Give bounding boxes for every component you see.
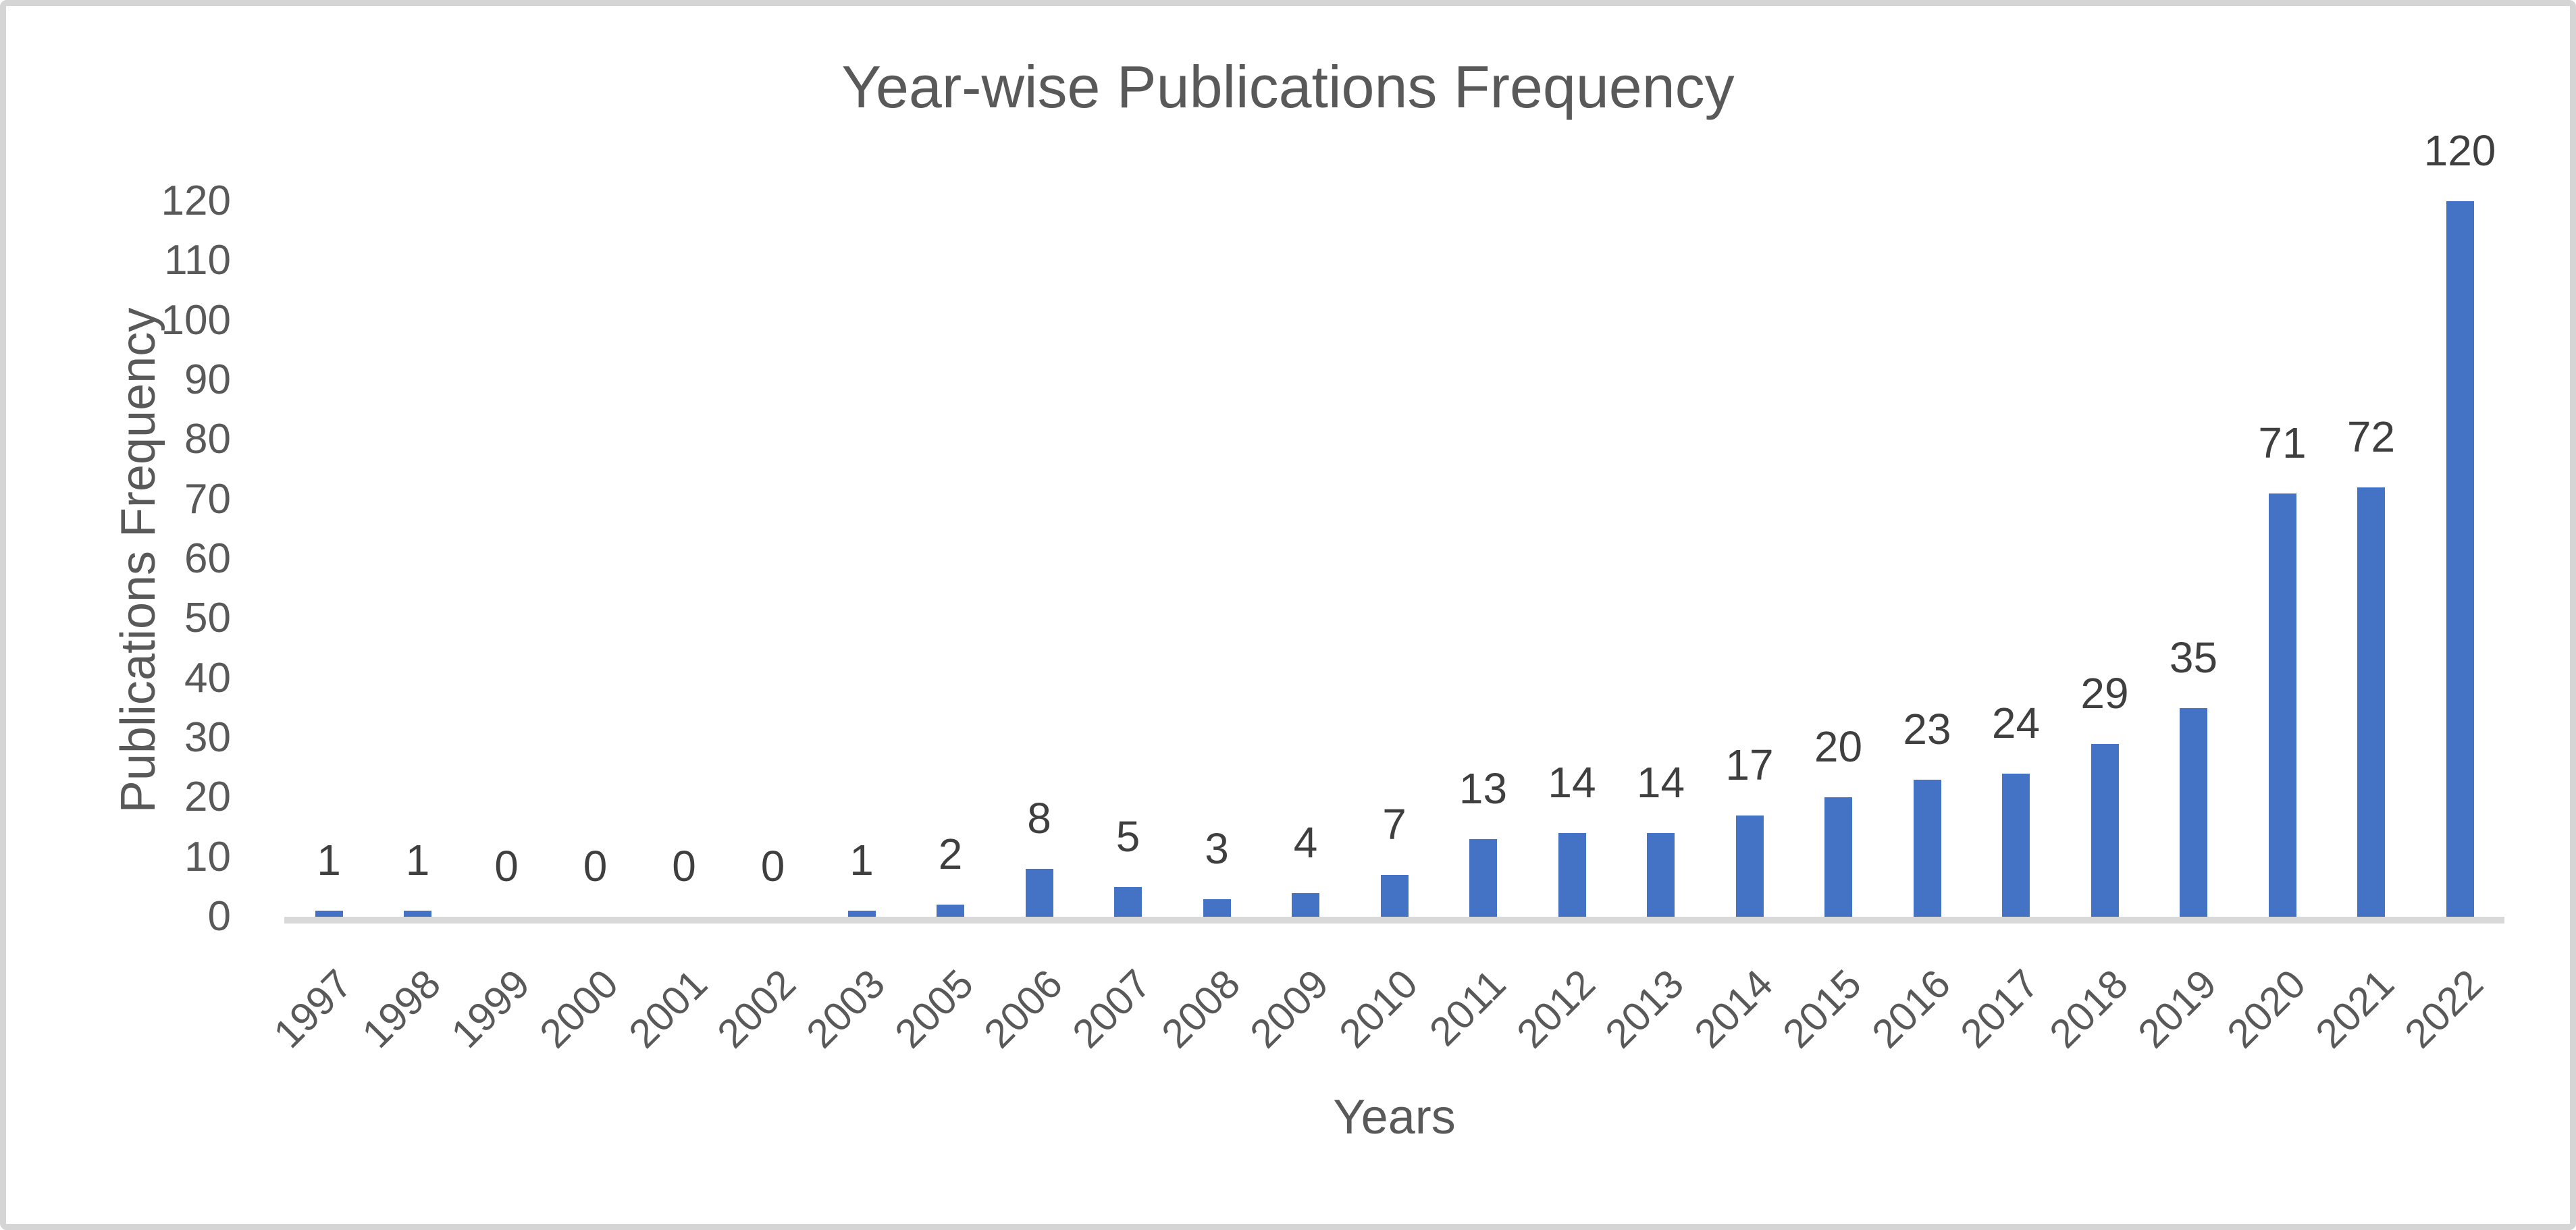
chart-title: Year-wise Publications Frequency <box>841 53 1735 120</box>
y-tick-label: 120 <box>161 178 231 224</box>
x-tick-label: 2014 <box>1685 961 1781 1057</box>
x-tick-label: 2002 <box>708 961 805 1057</box>
x-tick-label: 2021 <box>2307 961 2403 1057</box>
data-label: 0 <box>672 842 696 890</box>
bar <box>1824 797 1852 917</box>
data-label: 0 <box>494 842 519 890</box>
x-tick-label: 1997 <box>264 961 361 1057</box>
bar <box>1025 869 1053 917</box>
x-tick-label: 2011 <box>1421 961 1515 1054</box>
x-tick-label: 2022 <box>2395 961 2492 1057</box>
y-tick-label: 40 <box>184 654 231 701</box>
data-label: 14 <box>1548 758 1596 807</box>
y-tick-label: 0 <box>207 893 231 940</box>
bar <box>1114 886 1142 917</box>
bar <box>315 911 343 917</box>
data-label: 1 <box>317 836 341 885</box>
x-tick-label: 2013 <box>1596 961 1693 1057</box>
y-tick-label: 90 <box>184 356 231 403</box>
bar <box>2268 493 2296 917</box>
x-tick-label: 2008 <box>1152 961 1248 1057</box>
y-tick-label: 80 <box>184 416 231 463</box>
data-label: 8 <box>1027 794 1051 843</box>
bar <box>1913 779 1941 917</box>
y-tick-label: 100 <box>161 296 231 344</box>
bar <box>1292 892 1319 917</box>
x-tick-label: 2016 <box>1862 961 1959 1057</box>
bar <box>847 911 876 917</box>
y-tick-label: 50 <box>184 595 231 642</box>
bar <box>2091 743 2119 917</box>
data-label: 20 <box>1814 722 1863 772</box>
x-tick-label: 2010 <box>1330 961 1426 1057</box>
x-tick-label: 2005 <box>886 961 982 1057</box>
x-tick-label: 2012 <box>1507 961 1604 1057</box>
x-tick-label: 2000 <box>531 961 627 1057</box>
data-label: 1 <box>849 836 874 885</box>
x-tick-label: 2018 <box>2040 961 2136 1057</box>
bar <box>937 905 964 917</box>
data-label: 35 <box>2169 633 2218 682</box>
data-label: 72 <box>2346 412 2396 461</box>
y-tick-label: 10 <box>184 833 231 880</box>
data-label: 71 <box>2258 418 2307 467</box>
x-axis-title: Years <box>1333 1090 1456 1144</box>
x-tick-label: 2009 <box>1241 961 1338 1057</box>
x-tick-label: 2017 <box>1951 961 2048 1057</box>
x-tick-label: 2020 <box>2217 961 2314 1057</box>
x-axis-line <box>284 917 2504 924</box>
data-label: 2 <box>938 830 963 879</box>
y-tick-label: 20 <box>184 774 231 821</box>
y-tick-label: 60 <box>184 535 231 582</box>
y-tick-label: 70 <box>184 475 231 523</box>
x-tick-label: 1999 <box>442 961 538 1057</box>
x-tick-label: 2006 <box>974 961 1071 1057</box>
bar <box>2002 774 2030 917</box>
data-label: 4 <box>1293 818 1318 867</box>
data-label: 29 <box>2080 668 2129 718</box>
x-tick-label: 2001 <box>619 961 716 1057</box>
data-label: 17 <box>1725 740 1774 789</box>
bar <box>404 911 431 917</box>
data-label: 0 <box>760 842 785 890</box>
y-tick-label: 110 <box>164 237 231 284</box>
y-tick-label: 30 <box>184 714 231 761</box>
x-tick-label: 2003 <box>797 961 893 1057</box>
data-label: 14 <box>1636 758 1685 807</box>
bar <box>1558 833 1586 917</box>
data-label: 24 <box>1991 699 2041 747</box>
data-label: 5 <box>1115 811 1140 861</box>
x-tick-label: 2015 <box>1774 961 1870 1057</box>
bar <box>2357 487 2385 917</box>
data-label: 23 <box>1903 704 1951 753</box>
data-label: 120 <box>2423 126 2496 175</box>
data-label: 7 <box>1382 800 1407 849</box>
x-tick-label: 2019 <box>2129 961 2226 1057</box>
x-tick-label: 1998 <box>353 961 450 1057</box>
data-label: 1 <box>405 836 430 885</box>
bar <box>1203 899 1231 917</box>
data-label: 13 <box>1458 764 1508 813</box>
data-label: 3 <box>1205 824 1229 873</box>
bar <box>1469 839 1497 917</box>
bar <box>2180 707 2207 917</box>
bar <box>1735 815 1764 917</box>
data-label: 0 <box>583 842 608 890</box>
x-tick-label: 2007 <box>1063 961 1160 1057</box>
bar <box>2446 201 2474 917</box>
bar <box>1647 833 1675 917</box>
bar <box>1380 875 1409 917</box>
